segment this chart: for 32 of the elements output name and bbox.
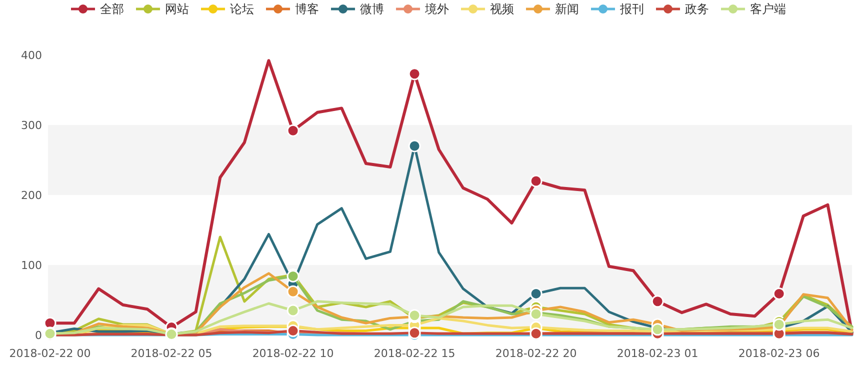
x-tick-label: 2018-02-23 01 xyxy=(616,347,698,360)
legend-label: 视频 xyxy=(490,2,514,16)
point xyxy=(408,68,421,80)
x-tick-label: 2018-02-22 10 xyxy=(252,347,334,360)
point xyxy=(286,304,300,317)
y-tick-label: 300 xyxy=(21,119,42,132)
y-tick-label: 200 xyxy=(21,189,42,202)
y-tick-label: 100 xyxy=(21,259,42,272)
point xyxy=(772,287,786,300)
point xyxy=(530,287,542,300)
point xyxy=(530,174,542,188)
legend-label: 客户端 xyxy=(750,2,786,16)
point xyxy=(651,295,664,308)
legend-label: 报刊 xyxy=(619,2,644,16)
legend-label: 博客 xyxy=(295,2,319,16)
point xyxy=(286,285,300,298)
legend-label: 政务 xyxy=(685,2,709,16)
legend-label: 新闻 xyxy=(555,2,579,16)
legend-label: 微博 xyxy=(360,2,384,16)
y-tick-label: 0 xyxy=(35,329,42,342)
x-tick-label: 2018-02-22 05 xyxy=(130,347,212,360)
x-tick-label: 2018-02-22 15 xyxy=(374,347,456,360)
point xyxy=(408,140,421,152)
legend-label: 境外 xyxy=(424,2,449,16)
legend-label: 论坛 xyxy=(230,2,254,16)
x-tick-label: 2018-02-22 00 xyxy=(9,347,91,360)
x-tick-label: 2018-02-22 20 xyxy=(495,347,577,360)
legend-label: 全部 xyxy=(100,2,124,16)
point xyxy=(286,124,300,137)
y-tick-label: 400 xyxy=(21,49,42,62)
legend-label: 网站 xyxy=(165,2,189,16)
x-tick-label: 2018-02-23 06 xyxy=(738,347,820,360)
